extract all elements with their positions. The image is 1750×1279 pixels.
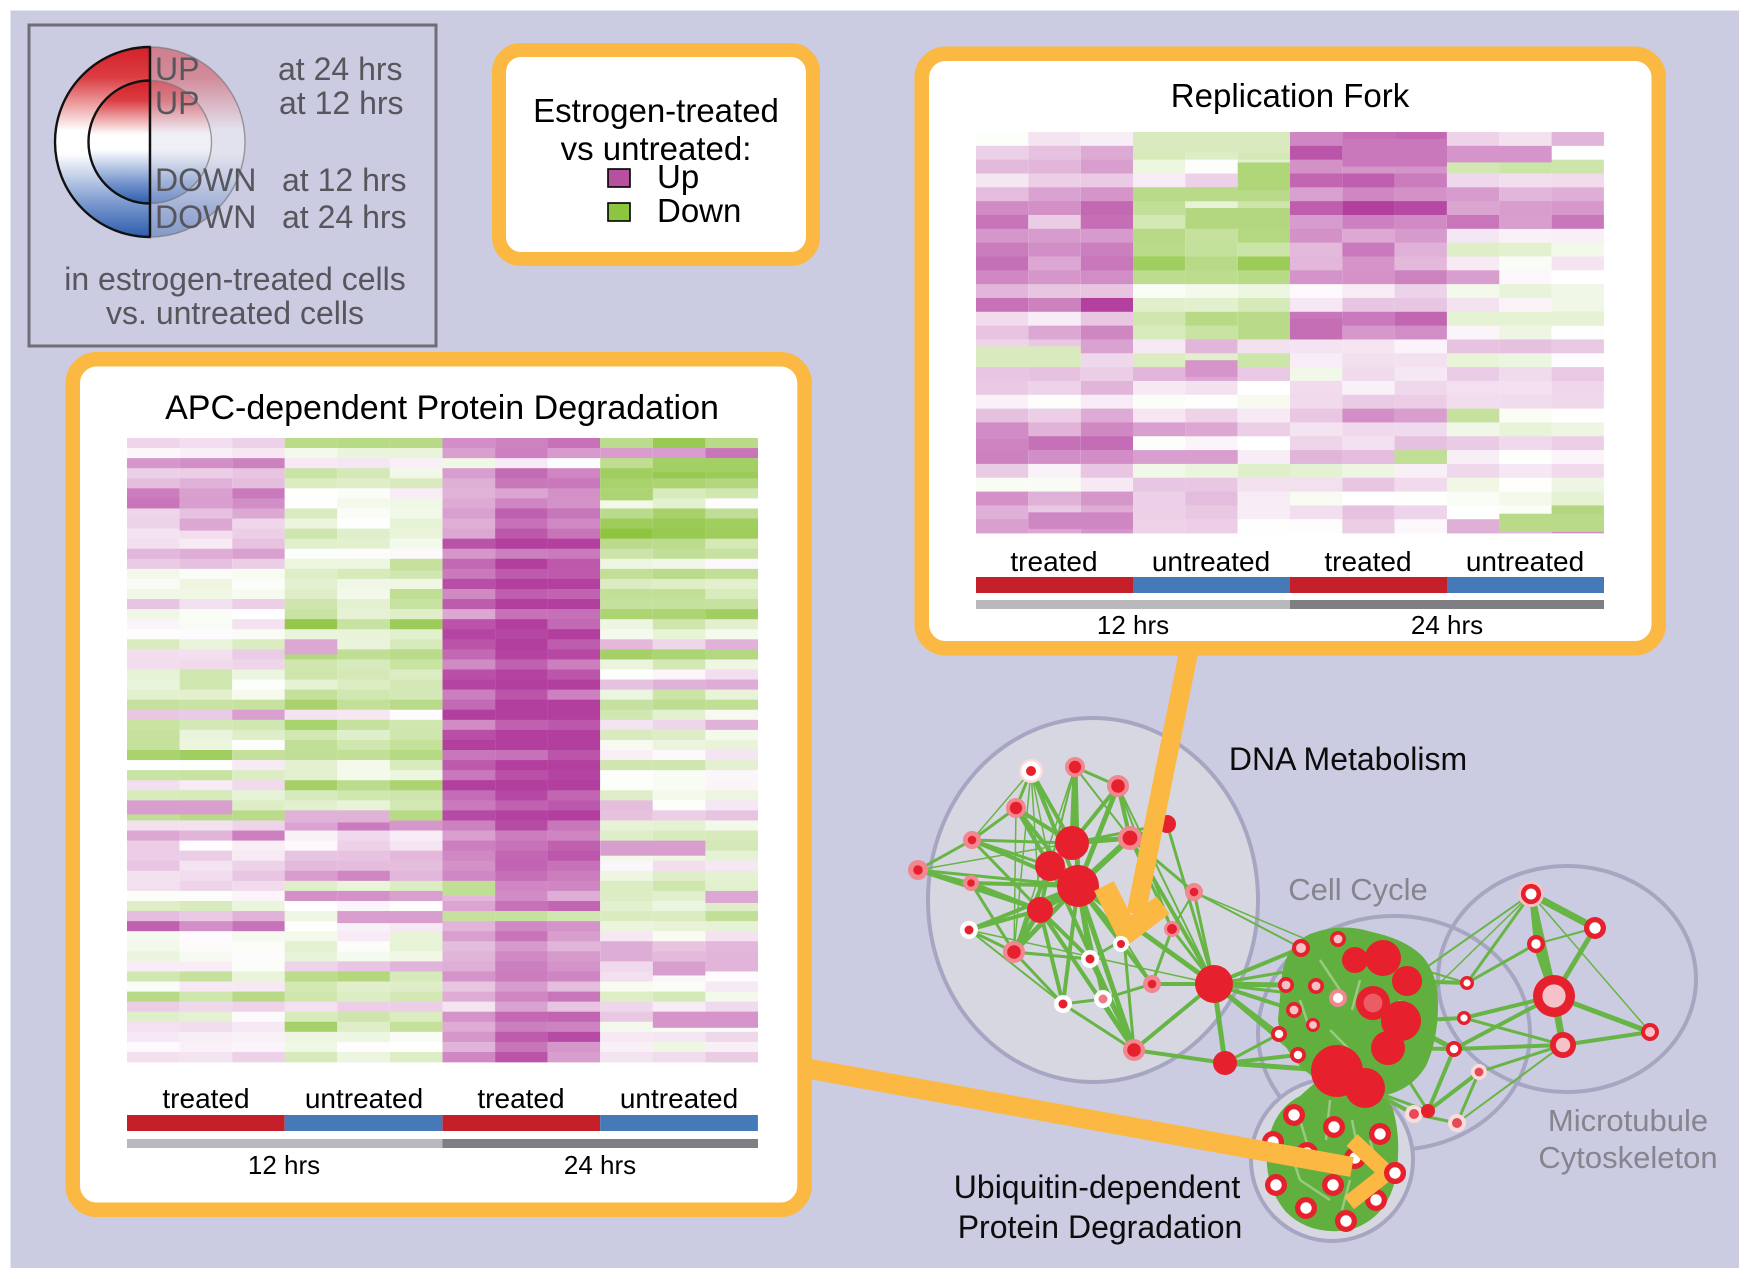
svg-text:Microtubule: Microtubule [1548, 1103, 1708, 1138]
svg-text:UP: UP [155, 51, 199, 87]
svg-text:at 24 hrs: at 24 hrs [282, 199, 407, 235]
svg-text:Cytoskeleton: Cytoskeleton [1538, 1140, 1717, 1175]
svg-text:Estrogen-treated: Estrogen-treated [533, 92, 779, 129]
svg-text:treated: treated [477, 1083, 564, 1114]
svg-text:Protein Degradation: Protein Degradation [958, 1209, 1243, 1245]
svg-text:DOWN: DOWN [155, 162, 256, 198]
svg-text:at 12 hrs: at 12 hrs [279, 85, 404, 121]
svg-text:vs. untreated cells: vs. untreated cells [106, 295, 364, 331]
svg-text:Replication Fork: Replication Fork [1171, 77, 1410, 114]
svg-text:24 hrs: 24 hrs [564, 1150, 636, 1180]
svg-text:in estrogen-treated cells: in estrogen-treated cells [64, 261, 406, 297]
svg-text:12 hrs: 12 hrs [1097, 610, 1169, 640]
svg-text:treated: treated [162, 1083, 249, 1114]
svg-text:24 hrs: 24 hrs [1411, 610, 1483, 640]
svg-text:untreated: untreated [620, 1083, 738, 1114]
svg-text:treated: treated [1010, 546, 1097, 577]
svg-text:treated: treated [1324, 546, 1411, 577]
svg-text:UP: UP [155, 85, 199, 121]
svg-text:vs untreated:: vs untreated: [561, 130, 752, 167]
svg-text:untreated: untreated [1152, 546, 1270, 577]
svg-text:APC-dependent Protein Degradat: APC-dependent Protein Degradation [165, 389, 719, 427]
svg-text:Up: Up [657, 158, 699, 195]
svg-text:Cell Cycle: Cell Cycle [1288, 872, 1428, 907]
svg-text:DNA Metabolism: DNA Metabolism [1229, 741, 1467, 777]
svg-text:Down: Down [657, 192, 741, 229]
svg-text:DOWN: DOWN [155, 199, 256, 235]
svg-text:Ubiquitin-dependent: Ubiquitin-dependent [954, 1169, 1241, 1205]
svg-text:untreated: untreated [1466, 546, 1584, 577]
svg-text:12 hrs: 12 hrs [248, 1150, 320, 1180]
svg-text:at 24 hrs: at 24 hrs [278, 51, 403, 87]
svg-text:untreated: untreated [305, 1083, 423, 1114]
svg-text:at 12 hrs: at 12 hrs [282, 162, 407, 198]
